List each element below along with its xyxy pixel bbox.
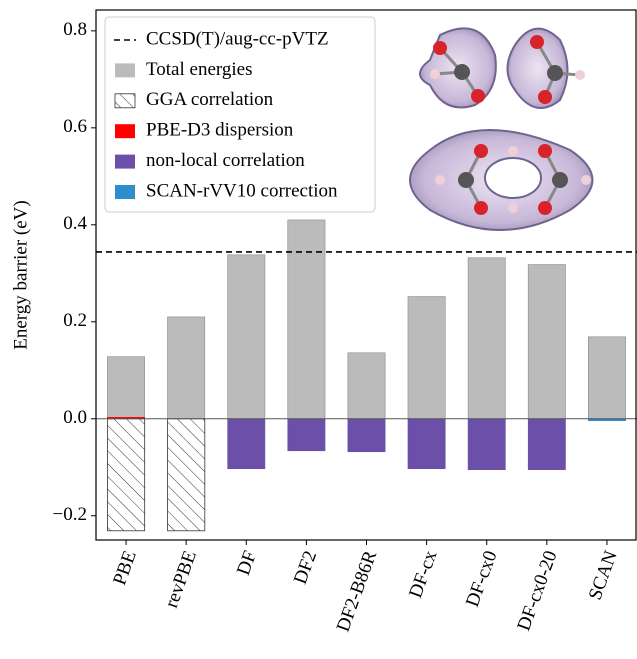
bar: [228, 255, 265, 419]
y-tick-label: 0.6: [63, 116, 87, 137]
x-tick-label: DF-cx: [405, 548, 442, 601]
legend-label: SCAN-rVV10 correction: [146, 180, 338, 201]
y-tick-label: 0.2: [63, 310, 87, 331]
bar: [107, 357, 144, 419]
bar: [348, 353, 385, 419]
bar: [468, 258, 505, 419]
bar: [107, 419, 144, 531]
legend-swatch: [115, 185, 135, 199]
y-tick-label: 0.0: [63, 407, 87, 428]
x-tick-label: DF2: [290, 548, 321, 587]
chart: Energy barrier (eV) −0.2 0.0 0.2 0.4 0.6 0.8 P…: [0, 0, 637, 654]
x-tick-label: revPBE: [161, 548, 201, 611]
bar: [228, 419, 265, 469]
x-tick-label: DF2-B86R: [333, 548, 382, 635]
y-tick-label: 0.4: [63, 213, 87, 234]
legend-label: CCSD(T)/aug-cc-pVTZ: [146, 28, 329, 49]
y-tick-label: −0.2: [53, 504, 87, 525]
legend-label: GGA correlation: [146, 89, 274, 110]
legend-swatch: [115, 63, 135, 77]
y-axis-label: Energy barrier (eV): [10, 200, 31, 349]
legend-swatch: [115, 155, 135, 169]
x-tick-label: PBE: [109, 548, 141, 588]
bar: [528, 265, 565, 419]
y-tick-label: 0.8: [63, 19, 87, 40]
legend-swatch: [115, 124, 135, 138]
bar: [348, 419, 385, 452]
x-tick-label: DF-cx0: [462, 548, 502, 610]
legend-swatch: [115, 94, 135, 108]
bar: [468, 419, 505, 470]
bar: [528, 419, 565, 470]
x-tick-label: SCAN: [585, 548, 622, 603]
bar: [168, 419, 205, 531]
bar: [588, 337, 625, 419]
molecule-illustration: [410, 28, 593, 230]
legend-label: PBE-D3 dispersion: [146, 120, 294, 141]
bar: [168, 317, 205, 419]
bar: [288, 419, 325, 451]
legend: CCSD(T)/aug-cc-pVTZ Total energies GGA cor…: [105, 17, 375, 212]
legend-label: Total energies: [146, 59, 252, 80]
legend-label: non-local correlation: [146, 150, 305, 171]
x-tick-label: DF-cx0-20: [513, 548, 561, 634]
bar: [408, 419, 445, 469]
x-tick-label: DF: [233, 548, 261, 578]
bar: [408, 297, 445, 419]
bar: [288, 220, 325, 419]
